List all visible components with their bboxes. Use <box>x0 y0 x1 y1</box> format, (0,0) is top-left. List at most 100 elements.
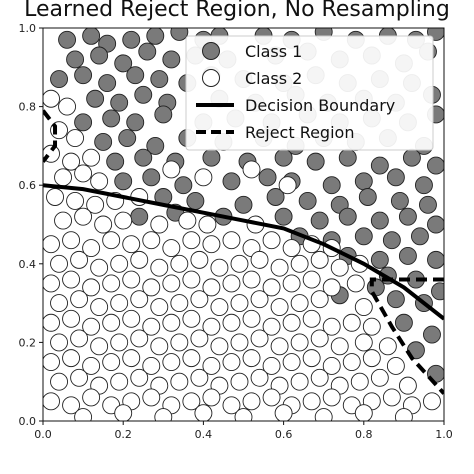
class1-point <box>118 129 137 147</box>
class2-point <box>66 191 85 210</box>
class1-point <box>386 168 405 187</box>
class2-point <box>182 349 201 368</box>
class2-point <box>210 258 229 277</box>
class2-point <box>262 357 281 375</box>
class1-point <box>142 168 161 187</box>
class1-point <box>146 136 165 155</box>
class2-point <box>222 231 241 250</box>
class2-point <box>354 333 373 352</box>
class1-point <box>170 28 189 41</box>
caption-strip <box>0 455 474 474</box>
class2-point <box>282 274 301 293</box>
class1-point <box>415 176 433 195</box>
class2-point <box>250 290 269 309</box>
class1-point <box>427 215 444 234</box>
class2-point <box>62 309 81 328</box>
class2-point <box>202 235 221 254</box>
class2-point <box>142 278 161 297</box>
class2-point <box>310 368 329 387</box>
class1-point <box>306 152 325 171</box>
class1-point <box>431 282 444 301</box>
class1-point <box>258 168 277 187</box>
class1-point <box>370 250 389 269</box>
class1-point <box>50 70 68 89</box>
class2-point <box>110 333 129 352</box>
class1-point <box>398 207 417 226</box>
class1-point <box>419 195 437 214</box>
class2-point <box>82 388 101 407</box>
class2-point <box>342 313 361 332</box>
class2-point <box>322 388 341 407</box>
class2-point <box>154 408 173 421</box>
class2-point <box>290 294 309 313</box>
class2-point <box>82 278 101 297</box>
class1-point <box>266 188 285 206</box>
class2-point <box>162 353 181 371</box>
class2-point <box>74 408 93 421</box>
class2-point <box>346 274 365 293</box>
class2-point <box>190 368 209 387</box>
class1-point <box>427 250 444 269</box>
class1-point <box>150 70 169 89</box>
class2-point <box>43 89 60 108</box>
class1-point <box>274 148 293 167</box>
class1-point <box>358 188 377 206</box>
class1-point <box>322 176 341 195</box>
class2-point <box>302 349 321 368</box>
class2-point <box>302 309 321 328</box>
class2-point <box>54 168 72 187</box>
class2-point <box>82 148 101 167</box>
class2-point <box>43 235 60 254</box>
class2-point <box>170 254 189 273</box>
x-tick-label: 0.6 <box>275 428 293 441</box>
class2-point <box>202 278 221 297</box>
class2-point <box>282 353 301 371</box>
class2-point <box>142 357 161 375</box>
class2-point <box>234 408 253 421</box>
class1-point <box>138 42 157 61</box>
class2-point <box>54 211 72 230</box>
class2-point <box>242 160 261 179</box>
class2-point <box>210 298 229 316</box>
class2-point <box>46 188 64 206</box>
class2-point <box>250 329 269 348</box>
plot-frame <box>42 27 445 422</box>
class2-point <box>230 294 249 313</box>
class1-point <box>134 85 153 104</box>
y-tick-label: 1.0 <box>19 22 37 35</box>
legend-boundary-label: Decision Boundary <box>245 96 395 115</box>
class1-point <box>98 74 117 92</box>
class2-point <box>190 250 209 269</box>
class1-point <box>74 113 93 132</box>
class2-point <box>58 97 77 116</box>
legend-box <box>185 35 434 151</box>
class2-point <box>150 337 169 356</box>
class2-point <box>282 239 301 258</box>
class2-point <box>202 357 221 375</box>
chart-title: Learned Reject Region, No Resampling <box>24 0 450 22</box>
class2-point <box>210 337 229 356</box>
y-tick-label: 0.8 <box>19 101 37 114</box>
y-tick-label: 0.6 <box>19 179 37 192</box>
class2-point <box>62 231 81 250</box>
class2-point <box>194 404 213 421</box>
class2-point <box>310 290 329 309</box>
class2-point <box>102 231 121 250</box>
class2-point <box>70 290 89 309</box>
class2-point <box>43 392 60 411</box>
class2-point <box>122 235 141 254</box>
class2-point <box>194 168 213 187</box>
class2-point <box>322 278 341 297</box>
class2-point <box>142 317 161 336</box>
class1-point <box>338 207 357 226</box>
class2-point <box>114 211 133 230</box>
class1-point <box>90 46 109 65</box>
class2-point <box>270 337 289 356</box>
class2-point <box>182 309 201 328</box>
class2-point <box>170 333 189 352</box>
class2-point <box>250 250 269 269</box>
class2-point <box>270 298 289 316</box>
class2-point <box>182 392 201 411</box>
class1-point <box>222 172 241 191</box>
